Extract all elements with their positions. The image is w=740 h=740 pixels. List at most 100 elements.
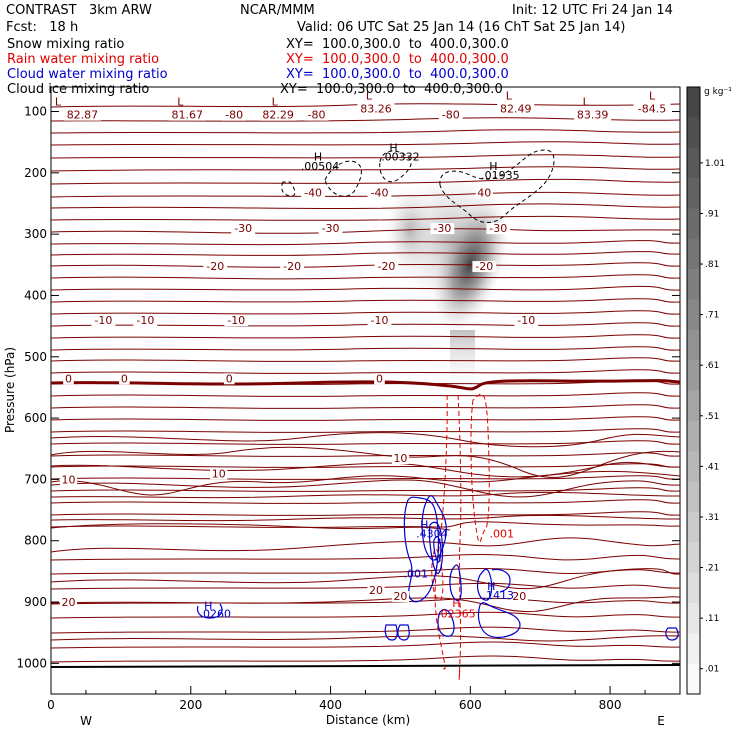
colorbar-swatch bbox=[687, 572, 700, 604]
temperature-label: -10 bbox=[517, 314, 535, 327]
temperature-label-bg bbox=[222, 109, 247, 121]
temperature-label: -10 bbox=[94, 314, 112, 327]
snow-shading bbox=[385, 170, 512, 390]
temperature-contour bbox=[50, 463, 681, 468]
cloud-water-contour bbox=[196, 603, 223, 619]
extremum-label: H bbox=[452, 597, 460, 610]
cloud-water-contour bbox=[421, 495, 447, 561]
temperature-label: 83.39 bbox=[577, 109, 609, 122]
temperature-contour bbox=[50, 166, 681, 172]
colorbar-swatch bbox=[687, 542, 700, 574]
temperature-label: -30 bbox=[322, 222, 340, 235]
x-tick-label: 0 bbox=[47, 698, 55, 712]
field-name-cloud-ice: Cloud ice mixing ratio bbox=[7, 82, 150, 97]
y-tick-label: 700 bbox=[24, 472, 47, 486]
temperature-label: -30 bbox=[489, 222, 507, 235]
temperature-label: 0 bbox=[226, 372, 233, 385]
rain-water-contour bbox=[470, 393, 490, 543]
colorbar-frame bbox=[686, 86, 701, 695]
temperature-contour bbox=[50, 568, 681, 590]
colorbar-swatch bbox=[687, 299, 700, 331]
cloud-ice-contour bbox=[324, 160, 362, 197]
extremum-label: .01935 bbox=[481, 169, 520, 182]
temperature-label-bg bbox=[367, 584, 385, 596]
temperature-label-bg bbox=[391, 590, 410, 602]
temperature-label: 40 bbox=[477, 187, 491, 200]
extremum-label: L bbox=[177, 95, 184, 108]
temperature-contour bbox=[50, 103, 681, 108]
field-name-rain: Rain water mixing ratio bbox=[7, 52, 160, 67]
temperature-contour bbox=[50, 178, 681, 185]
extremum-label: .001 bbox=[490, 528, 515, 541]
colorbar-unit: g kg⁻¹ bbox=[704, 87, 732, 97]
temperature-contour bbox=[50, 461, 681, 478]
rain-water-contour bbox=[434, 394, 448, 671]
extremum-label: L bbox=[55, 95, 62, 108]
temperature-contour bbox=[50, 357, 681, 362]
temperature-contours bbox=[50, 103, 681, 663]
forecast-hour: Fcst: 18 h bbox=[6, 20, 79, 35]
temperature-contour bbox=[50, 655, 681, 663]
colorbar-label: .51 bbox=[705, 412, 719, 422]
cloud-ice-contour bbox=[281, 181, 296, 197]
extremum-label: L bbox=[506, 89, 513, 102]
cloud-water-contours bbox=[196, 495, 679, 641]
temperature-label: -84.5 bbox=[638, 103, 666, 116]
cloud-ice-contour bbox=[439, 149, 555, 223]
extremum-label: L bbox=[649, 89, 656, 102]
field-name-snow: Snow mixing ratio bbox=[7, 37, 125, 52]
temperature-label-bg bbox=[301, 187, 325, 199]
colorbar-label: .11 bbox=[705, 614, 719, 624]
colorbar-label: .31 bbox=[705, 513, 719, 523]
temperature-label-bg bbox=[430, 223, 455, 235]
colorbar-swatch bbox=[687, 360, 700, 391]
temperature-label: -80 bbox=[308, 109, 326, 122]
y-tick-label: 1000 bbox=[16, 656, 47, 670]
y-tick-label: 400 bbox=[24, 288, 47, 302]
center-label: NCAR/MMM bbox=[240, 3, 315, 18]
temperature-contour bbox=[50, 298, 681, 303]
temperature-label: 0 bbox=[65, 372, 72, 385]
axis-ticks bbox=[50, 111, 680, 694]
x-tick-label: 400 bbox=[319, 698, 342, 712]
valid-time: Valid: 06 UTC Sat 25 Jan 14 (16 ChT Sat … bbox=[297, 20, 626, 35]
temperature-contour bbox=[50, 470, 681, 496]
colorbar-swatch bbox=[687, 178, 700, 209]
temperature-contour bbox=[50, 310, 681, 315]
temperature-label-bg bbox=[374, 261, 399, 273]
temperature-label-bg bbox=[210, 468, 228, 480]
temperature-contour bbox=[50, 568, 681, 575]
temperature-label: -40 bbox=[304, 187, 322, 200]
temperature-contour bbox=[50, 203, 681, 210]
temperature-contour bbox=[50, 511, 681, 516]
temperature-label-bg bbox=[63, 109, 101, 121]
temperature-contour bbox=[50, 582, 681, 590]
extremum-label: L bbox=[272, 95, 279, 108]
temperature-contour bbox=[50, 346, 681, 351]
temperature-contour bbox=[50, 285, 681, 291]
colorbar-label: 1.01 bbox=[705, 159, 725, 169]
colorbar-swatch bbox=[687, 633, 700, 665]
colorbar-swatch bbox=[687, 481, 700, 513]
rain-water-contour bbox=[457, 394, 462, 680]
temperature-contour bbox=[50, 521, 681, 528]
temperature-label: 10 bbox=[393, 452, 407, 465]
temperature-label-bg bbox=[438, 109, 463, 121]
field-xy-cloud-ice: XY= 100.0,300.0 to 400.0,300.0 bbox=[280, 82, 503, 97]
temperature-contour bbox=[50, 641, 681, 649]
chart-title: CONTRAST 3km ARW bbox=[6, 3, 152, 18]
extremum-label: H bbox=[420, 518, 428, 531]
temperature-label-bg bbox=[231, 223, 256, 235]
colorbar-label: .01 bbox=[705, 665, 719, 675]
temperature-label: 10 bbox=[212, 467, 226, 480]
axis-tick-labels: 0 200 400 600 800100200300400500600700800900… bbox=[16, 105, 621, 712]
temperature-contour bbox=[50, 404, 681, 409]
west-label: W bbox=[80, 714, 92, 728]
temperature-label: -30 bbox=[433, 222, 451, 235]
extremum-label: .001 bbox=[404, 568, 429, 581]
field-xy-cloud-water: XY= 100.0,300.0 to 400.0,300.0 bbox=[286, 67, 509, 82]
temperature-contour bbox=[50, 452, 681, 457]
y-tick-label: 800 bbox=[24, 534, 47, 548]
temperature-contour bbox=[50, 487, 681, 492]
